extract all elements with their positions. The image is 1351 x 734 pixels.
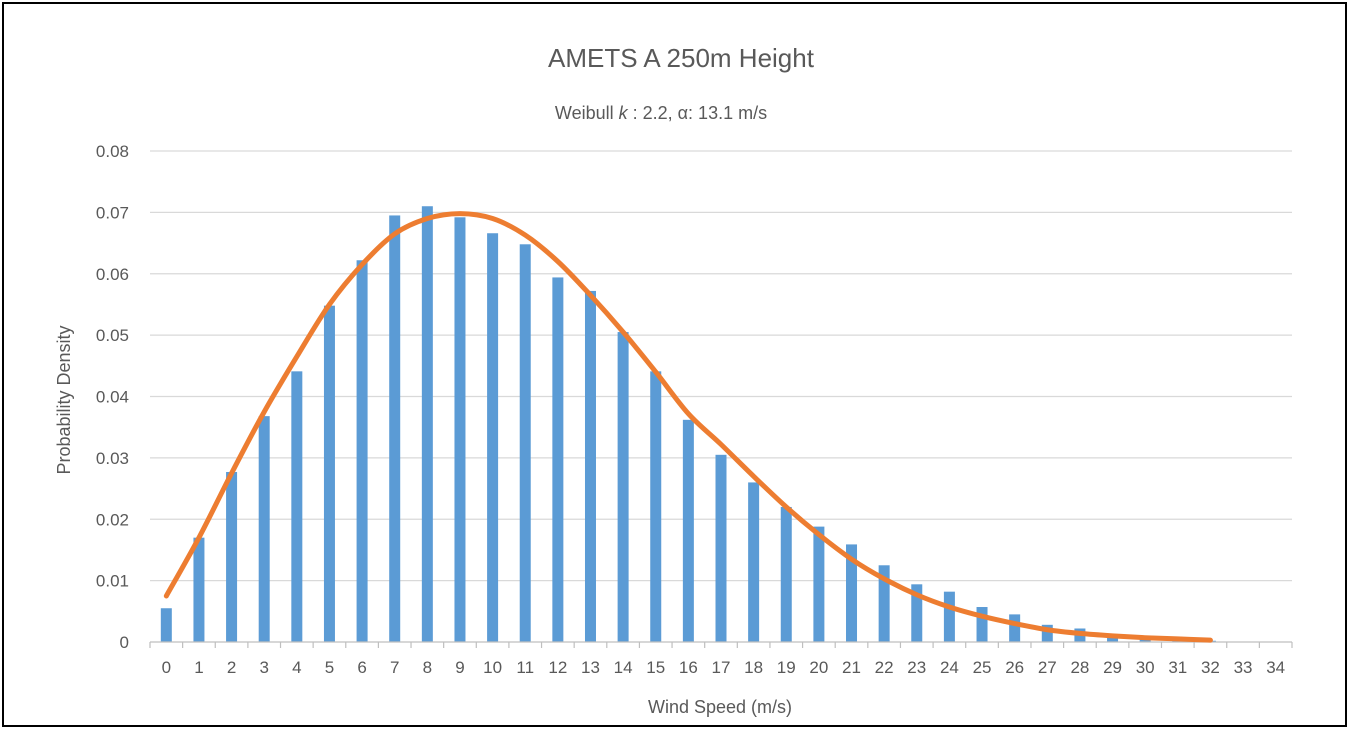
x-tick-label: 15 (646, 658, 665, 677)
x-tick-label: 25 (973, 658, 992, 677)
x-tick-label: 7 (390, 658, 399, 677)
chart-svg: AMETS A 250m Height Weibull k : 2.2, α: … (54, 43, 1293, 717)
bar (715, 454, 727, 642)
x-tick-label: 16 (679, 658, 698, 677)
x-tick-label: 29 (1103, 658, 1122, 677)
bar (519, 244, 531, 643)
y-tick-label: 0.04 (96, 388, 129, 407)
x-tick-label: 4 (292, 658, 301, 677)
bar (193, 537, 205, 642)
bar (552, 277, 564, 642)
x-tick-label: 12 (548, 658, 567, 677)
x-tick-label: 11 (516, 658, 534, 677)
x-tick-label: 10 (483, 658, 502, 677)
x-tick-label: 1 (194, 658, 203, 677)
bar (291, 371, 303, 642)
x-tick-label: 27 (1038, 658, 1057, 677)
x-tick-label: 31 (1168, 658, 1187, 677)
x-tick-label: 9 (455, 658, 464, 677)
y-tick-label: 0 (120, 633, 129, 652)
x-tick-label: 0 (162, 658, 171, 677)
y-tick-label: 0.05 (96, 326, 129, 345)
bar (813, 526, 825, 642)
x-tick-label: 3 (259, 658, 268, 677)
x-tick-label: 28 (1070, 658, 1089, 677)
x-tick-label: 24 (940, 658, 959, 677)
x-tick-label: 14 (614, 658, 633, 677)
y-tick-label: 0.01 (96, 572, 129, 591)
bar (226, 471, 238, 642)
x-tick-label: 22 (875, 658, 894, 677)
bar (323, 305, 335, 642)
x-axis-label: Wind Speed (m/s) (648, 697, 792, 717)
bar (682, 419, 694, 642)
x-tick-label: 8 (423, 658, 432, 677)
x-tick-labels: 0 1 2 3 4 5 6 7 8 9 10 11 12 13 14 15 16 17 18 19 20 21 22 23 24… (162, 658, 1286, 677)
bar (258, 416, 270, 642)
x-tick-label: 20 (809, 658, 828, 677)
bar (943, 591, 955, 642)
x-tick-label: 2 (227, 658, 236, 677)
x-tick-label: 34 (1266, 658, 1285, 677)
weibull-fit-line (163, 211, 1213, 643)
bar (389, 215, 401, 642)
x-tick-label: 32 (1201, 658, 1220, 677)
bar (1009, 614, 1021, 642)
bar (356, 260, 368, 642)
bar (160, 608, 172, 642)
y-tick-label: 0.08 (96, 142, 129, 161)
y-tick-label: 0.06 (96, 265, 129, 284)
x-tick-label: 33 (1234, 658, 1253, 677)
x-tick-label: 21 (842, 658, 861, 677)
chart-subtitle: Weibull k : 2.2, α: 13.1 m/s (555, 103, 767, 123)
bar (421, 206, 433, 643)
bar (878, 565, 890, 642)
x-tick-label: 30 (1136, 658, 1155, 677)
bar (976, 607, 988, 642)
y-axis-label: Probability Density (54, 325, 74, 474)
subtitle-k-symbol: k (619, 103, 629, 123)
bar (1041, 624, 1053, 642)
bar (454, 217, 466, 642)
y-tick-label: 0.03 (96, 449, 129, 468)
bar (487, 233, 499, 642)
y-tick-labels: 0 0.01 0.02 0.03 0.04 0.05 0.06 0.07 0.08 (96, 142, 129, 652)
y-tick-label: 0.07 (96, 203, 129, 222)
chart-title: AMETS A 250m Height (548, 43, 815, 73)
bar (748, 482, 760, 642)
bar (846, 544, 858, 642)
x-tick-label: 19 (777, 658, 796, 677)
bar (617, 332, 629, 642)
x-tick-label: 23 (907, 658, 926, 677)
bar (911, 584, 923, 642)
bar (650, 371, 662, 642)
x-axis (149, 641, 1293, 648)
x-tick-label: 6 (357, 658, 366, 677)
x-tick-label: 26 (1005, 658, 1024, 677)
x-tick-label: 17 (712, 658, 731, 677)
bar (584, 290, 596, 642)
x-tick-label: 18 (744, 658, 763, 677)
subtitle-rest: : 2.2, α: 13.1 m/s (633, 103, 767, 123)
bar (780, 506, 792, 642)
x-tick-label: 13 (581, 658, 600, 677)
line-series (163, 211, 1213, 643)
y-tick-label: 0.02 (96, 510, 129, 529)
x-tick-label: 5 (325, 658, 334, 677)
bar-series (160, 206, 1216, 643)
subtitle-prefix: Weibull (555, 103, 619, 123)
